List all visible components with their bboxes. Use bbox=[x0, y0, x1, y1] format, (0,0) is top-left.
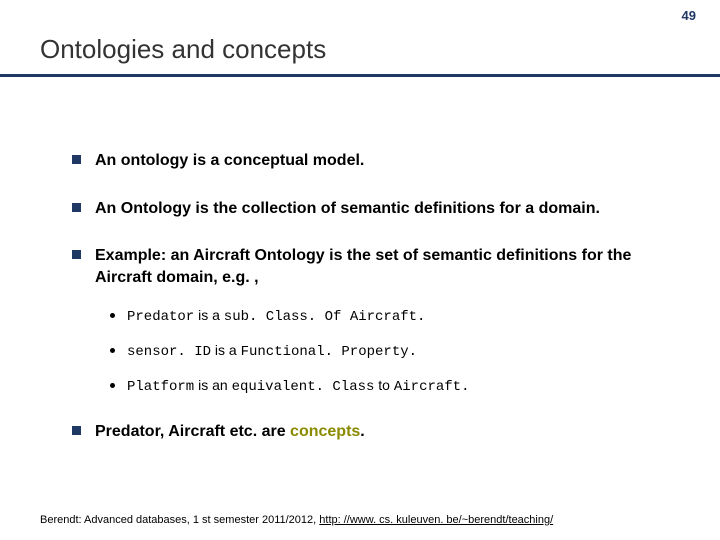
code-span: Platform bbox=[127, 379, 194, 395]
square-bullet-icon bbox=[72, 250, 81, 259]
text-span: is a bbox=[194, 307, 224, 323]
bullet-text: Predator, Aircraft etc. are concepts. bbox=[95, 421, 365, 443]
bullet-text: Example: an Aircraft Ontology is the set… bbox=[95, 245, 670, 288]
square-bullet-icon bbox=[72, 203, 81, 212]
text-span: is a bbox=[211, 342, 241, 358]
footer: Berendt: Advanced databases, 1 st semest… bbox=[40, 514, 680, 526]
bullet-item: Example: an Aircraft Ontology is the set… bbox=[72, 245, 670, 288]
sub-item: Platform is an equivalent. Class to Airc… bbox=[110, 376, 670, 397]
code-span: Aircraft. bbox=[394, 379, 470, 395]
code-span: sub. Class. Of Aircraft. bbox=[224, 309, 426, 325]
sub-text: Predator is a sub. Class. Of Aircraft. bbox=[127, 306, 425, 327]
footer-link[interactable]: http: //www. cs. kuleuven. be/~berendt/t… bbox=[319, 514, 553, 526]
sub-text: Platform is an equivalent. Class to Airc… bbox=[127, 376, 470, 397]
sub-list: Predator is a sub. Class. Of Aircraft. s… bbox=[110, 306, 670, 397]
bullet-text: An ontology is a conceptual model. bbox=[95, 150, 364, 172]
bullet-item: Predator, Aircraft etc. are concepts. bbox=[72, 421, 670, 443]
code-span: Predator bbox=[127, 309, 194, 325]
code-span: Functional. Property. bbox=[241, 344, 417, 360]
code-span: equivalent. Class bbox=[232, 379, 375, 395]
square-bullet-icon bbox=[72, 155, 81, 164]
dot-bullet-icon bbox=[110, 313, 115, 318]
text-span: Predator, Aircraft etc. are bbox=[95, 423, 290, 440]
text-span: to bbox=[374, 377, 393, 393]
content-area: An ontology is a conceptual model. An On… bbox=[72, 150, 670, 469]
slide-title: Ontologies and concepts bbox=[40, 34, 326, 65]
slide: 49 Ontologies and concepts An ontology i… bbox=[0, 0, 720, 540]
sub-item: Predator is a sub. Class. Of Aircraft. bbox=[110, 306, 670, 327]
bullet-item: An Ontology is the collection of semanti… bbox=[72, 198, 670, 220]
dot-bullet-icon bbox=[110, 348, 115, 353]
page-number: 49 bbox=[682, 8, 696, 23]
bullet-item: An ontology is a conceptual model. bbox=[72, 150, 670, 172]
code-span: sensor. ID bbox=[127, 344, 211, 360]
text-span: is an bbox=[194, 377, 231, 393]
square-bullet-icon bbox=[72, 426, 81, 435]
text-span: . bbox=[360, 423, 364, 440]
sub-text: sensor. ID is a Functional. Property. bbox=[127, 341, 417, 362]
bullet-text: An Ontology is the collection of semanti… bbox=[95, 198, 600, 220]
title-rule bbox=[0, 74, 720, 77]
footer-prefix: Berendt: Advanced databases, 1 st semest… bbox=[40, 514, 319, 526]
dot-bullet-icon bbox=[110, 383, 115, 388]
highlight-span: concepts bbox=[290, 423, 360, 440]
sub-item: sensor. ID is a Functional. Property. bbox=[110, 341, 670, 362]
